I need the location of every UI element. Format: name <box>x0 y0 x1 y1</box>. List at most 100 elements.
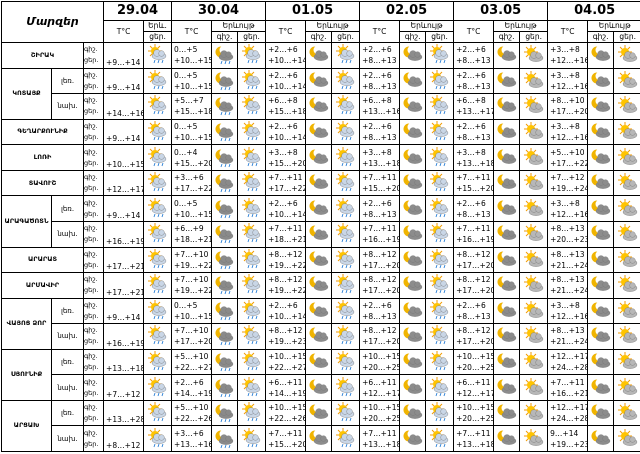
weather-icon-graphic <box>334 402 358 424</box>
temperature: +5…+10+22…+26 <box>172 400 212 426</box>
night-label: գիշ. <box>84 402 103 413</box>
weather-icon-graphic <box>522 70 546 92</box>
temperature: +8…+12+17…+20 <box>454 273 494 299</box>
weather-icon <box>238 247 266 273</box>
night-label: գիշ. <box>84 249 103 260</box>
day-temperature: +17…+20 <box>456 285 493 296</box>
day-temperature: +13…+16 <box>362 106 399 117</box>
day-temperature: +19…+24 <box>550 183 587 194</box>
weather-icon <box>400 145 426 171</box>
temperature: +8…+12+17…+20 <box>454 324 494 350</box>
weather-icon-graphic <box>589 70 613 92</box>
weather-icon <box>426 349 454 375</box>
weather-icon <box>144 324 172 350</box>
temperature: +5…+10+17…+22 <box>548 145 588 171</box>
weather-icon <box>306 68 332 94</box>
weather-icon <box>588 196 614 222</box>
weather-icon-graphic <box>428 198 452 220</box>
sub-region: նախ. <box>52 324 84 350</box>
day-temperature: +17…+21 <box>106 261 143 272</box>
night-temperature: +2…+6 <box>174 377 211 388</box>
weather-icon-graphic <box>401 121 425 143</box>
weather-icon-graphic <box>240 44 264 66</box>
weather-icon <box>494 145 520 171</box>
weather-icon <box>614 68 640 94</box>
weather-icon <box>400 400 426 426</box>
temperature: +2…+6+8…+13 <box>360 43 400 69</box>
weather-icon-graphic <box>616 300 640 322</box>
weather-icon <box>332 298 360 324</box>
weather-icon-graphic <box>146 351 170 373</box>
temperature: +10…+15+20…+25 <box>360 400 400 426</box>
weather-icon <box>614 221 640 247</box>
temperature: +2…+6+8…+13 <box>360 196 400 222</box>
night-temperature: +3…+8 <box>268 147 305 158</box>
weather-icon <box>400 170 426 196</box>
weather-icon-graphic <box>522 274 546 296</box>
day-temperature: +17…+20 <box>550 106 587 117</box>
weather-icon <box>520 43 548 69</box>
weather-icon-graphic <box>213 428 237 450</box>
weather-icon <box>332 426 360 452</box>
weather-icon-graphic <box>401 198 425 220</box>
temperature: +8…+13+21…+24 <box>548 273 588 299</box>
temperature: +3…+6+13…+16 <box>172 426 212 452</box>
temperature: +10…+15+22…+26 <box>266 400 306 426</box>
temp-header: T°C <box>104 21 144 43</box>
temperature: +7…+11+16…+19 <box>454 221 494 247</box>
weather-icon <box>520 375 548 401</box>
day-temperature: +13…+18 <box>106 363 143 374</box>
night-temperature: +2…+6 <box>456 121 493 132</box>
day-header: ցեր. <box>332 32 360 43</box>
weather-icon <box>144 68 172 94</box>
day-temperature: +10…+15 <box>174 311 211 322</box>
temperature: +9…+14 <box>104 298 144 324</box>
weather-icon <box>588 68 614 94</box>
temperature: 0…+5+10…+15 <box>172 68 212 94</box>
weather-icon <box>212 68 238 94</box>
day-temperature: +13…+18 <box>362 158 399 169</box>
night-temperature: +2…+6 <box>268 44 305 55</box>
weather-icon-graphic <box>213 274 237 296</box>
weather-icon-graphic <box>213 147 237 169</box>
night-temperature: +7…+11 <box>268 428 305 439</box>
weather-icon <box>400 68 426 94</box>
night-temperature: +10…+15 <box>268 351 305 362</box>
weather-icon-graphic <box>240 121 264 143</box>
temperature: +6…+11+14…+19 <box>266 375 306 401</box>
temp-header: T°C <box>548 21 588 43</box>
temperature: +7…+11+13…+18 <box>360 426 400 452</box>
date-header: 29.04 <box>104 2 172 21</box>
weather-icon-graphic <box>401 351 425 373</box>
weather-icon-graphic <box>616 223 640 245</box>
weather-icon <box>212 400 238 426</box>
night-temperature: +3…+8 <box>550 70 587 81</box>
temperature: +5…+10+22…+27 <box>172 349 212 375</box>
weather-icon-graphic <box>401 70 425 92</box>
weather-icon <box>426 426 454 452</box>
temperature: +12…+17+24…+28 <box>548 400 588 426</box>
day-temperature: +21…+24 <box>550 285 587 296</box>
temperature: +2…+6+10…+14 <box>266 196 306 222</box>
weather-icon-graphic <box>334 274 358 296</box>
day-temperature: +12…+17 <box>362 388 399 399</box>
night-label: գիշ. <box>84 377 103 388</box>
date-header: 01.05 <box>266 2 360 21</box>
weather-icon <box>306 400 332 426</box>
day-temperature: +10…+14 <box>268 81 305 92</box>
weather-icon-graphic <box>307 70 331 92</box>
weather-icon-graphic <box>307 172 331 194</box>
weather-icon-graphic <box>401 147 425 169</box>
night-temperature: +3…+6 <box>174 428 211 439</box>
weather-icon-graphic <box>146 249 170 271</box>
region-name: ՏԱՎՈՒՇ <box>2 170 84 196</box>
weather-icon-graphic <box>616 44 640 66</box>
weather-icon-graphic <box>616 325 640 347</box>
temperature: +3…+8+12…+16 <box>548 43 588 69</box>
weather-icon <box>588 43 614 69</box>
day-temperature: +17…+20 <box>456 336 493 347</box>
temperature: 0…+5+10…+15 <box>172 43 212 69</box>
temperature: +2…+6+8…+13 <box>360 119 400 145</box>
